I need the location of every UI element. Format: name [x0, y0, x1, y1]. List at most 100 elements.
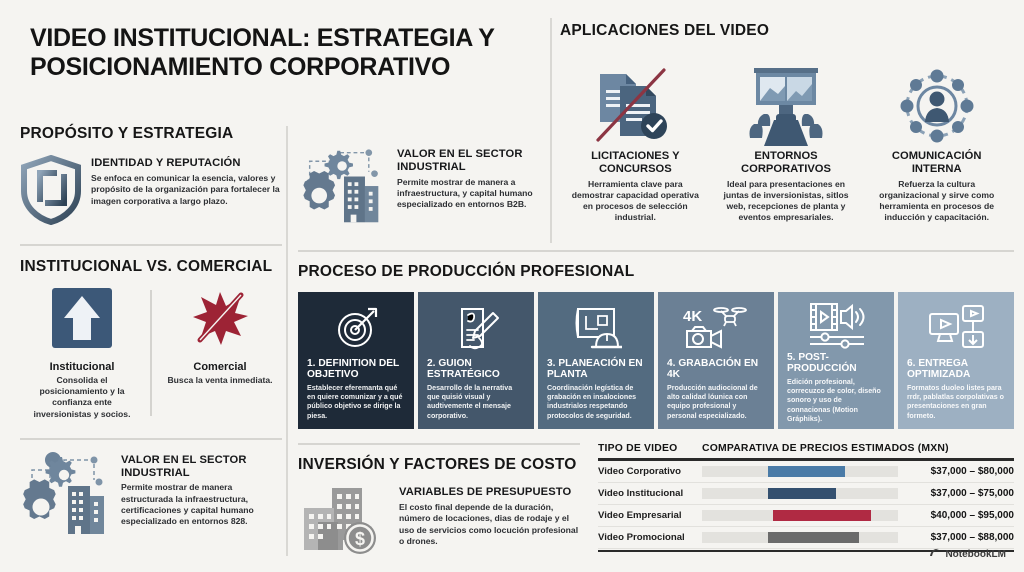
table-row: Video Promocional $37,000 – $88,000	[598, 527, 1014, 549]
table-cell-video-type: Video Empresarial	[598, 509, 682, 521]
bar-fill	[767, 531, 859, 543]
valor-top-title: VALOR EN EL SECTOR INDUSTRIAL	[397, 148, 523, 173]
section-title-investment: INVERSIÓN Y FACTORES DE COSTO	[298, 456, 577, 473]
screens-download-icon	[907, 301, 1006, 355]
process-card-title: 4. GRABACIÓN EN 4K	[667, 358, 759, 381]
comparison-block: Institucional Consolida el posicionamien…	[20, 286, 282, 420]
divider	[20, 244, 282, 246]
application-body: Refuerza la cultura organizacional y sir…	[879, 178, 995, 223]
target-arrow-icon	[307, 301, 406, 355]
valor-bottom-item: VALOR EN EL SECTOR INDUSTRIAL Permite mo…	[20, 451, 282, 543]
applications-section: APLICACIONES DEL VIDEO	[560, 22, 1012, 223]
divider	[298, 443, 580, 445]
notebooklm-icon	[928, 546, 941, 562]
investment-section: INVERSIÓN Y FACTORES DE COSTO	[298, 443, 580, 567]
process-card-body: Producción audiocional de alto calidad l…	[667, 383, 758, 420]
comparison-comercial: Comercial Busca la venta inmediata.	[158, 286, 282, 420]
table-col-header-type: TIPO DE VIDEO	[598, 443, 678, 454]
comparison-institucional-name: Institucional	[49, 361, 115, 373]
price-comparison-table: TIPO DE VIDEO COMPARATIVA DE PRECIOS EST…	[598, 443, 1014, 552]
section-title-process: PROCESO DE PRODUCCIÓN PROFESIONAL	[298, 263, 635, 280]
process-section: PROCESO DE PRODUCCIÓN PROFESIONAL 1. DEF…	[298, 250, 1014, 429]
comparison-divider	[150, 290, 152, 416]
table-cell-price-range: $37,000 – $80,000	[930, 465, 1014, 477]
table-row: Video Corporativo $37,000 – $80,000	[598, 461, 1014, 483]
explosion-slash-icon	[188, 292, 252, 354]
section-title-purpose: PROPÓSITO Y ESTRATEGIA	[20, 125, 234, 142]
process-card-5[interactable]: 5. POST-PRODUCCIÓN Edición profesional, …	[778, 292, 894, 429]
page-title: VIDEO INSTITUCIONAL: ESTRATEGIA Y POSICI…	[30, 24, 530, 81]
process-card-6[interactable]: 6. ENTREGA OPTIMIZADA Formatos duoleo li…	[898, 292, 1014, 429]
application-card-licitaciones: LICITACIONES Y CONCURSOS Herramienta cla…	[560, 62, 711, 223]
main-title-text: VIDEO INSTITUCIONAL: ESTRATEGIA Y POSICI…	[30, 24, 495, 81]
watermark: NotebookLM	[928, 546, 1006, 562]
shield-icon	[20, 154, 82, 230]
price-range-bar	[702, 465, 898, 477]
documents-check-slash-icon	[566, 62, 705, 150]
table-row: Video Institucional $37,000 – $75,000	[598, 483, 1014, 505]
process-card-title: 6. ENTREGA OPTIMIZADA	[907, 358, 971, 381]
table-row: Video Empresarial $40,000 – $95,000	[598, 505, 1014, 527]
process-card-title: 1. DEFINITION DEL OBJETIVO	[307, 358, 400, 381]
table-body: Video Corporativo $37,000 – $80,000 Video …	[598, 461, 1014, 549]
watermark-label: NotebookLM	[945, 548, 1006, 560]
application-title: LICITACIONES Y CONCURSOS	[591, 150, 680, 175]
process-card-2[interactable]: 2. GUION ESTRATÉGICO Desarrollo de la ne…	[418, 292, 534, 429]
bar-fill	[767, 487, 836, 499]
table-cell-video-type: Video Institucional	[598, 487, 684, 499]
application-title: COMUNICACIÓN INTERNA	[891, 150, 982, 175]
table-bottom-rule	[598, 549, 1014, 552]
price-range-bar	[702, 487, 898, 499]
process-card-body: Establecer eferemanta qué en quiere comu…	[307, 383, 403, 420]
gears-building-icon	[300, 146, 388, 233]
table-cell-video-type: Video Promocional	[598, 531, 685, 543]
section-title-comparison: INSTITUCIONAL VS. COMERCIAL	[20, 258, 273, 275]
process-card-title: 2. GUION ESTRATÉGICO	[427, 358, 500, 381]
comparison-comercial-body: Busca la venta inmediata.	[167, 375, 273, 385]
comparison-comercial-name: Comercial	[193, 361, 247, 373]
purpose-item: IDENTIDAD Y REPUTACIÓN Se enfoca en comu…	[20, 154, 282, 230]
application-body: Ideal para presentaciones en juntas de i…	[723, 178, 849, 223]
application-card-comunicacion: COMUNICACIÓN INTERNA Refuerza la cultura…	[861, 62, 1012, 223]
valor-top-item: VALOR EN EL SECTOR INDUSTRIAL Permite mo…	[300, 146, 545, 233]
comparison-institucional: Institucional Consolida el posicionamien…	[20, 286, 144, 420]
process-card-3[interactable]: 3. PLANEACIÓN EN PLANTA Coordinación leg…	[538, 292, 654, 429]
process-card-1[interactable]: 1. DEFINITION DEL OBJETIVO Establecer ef…	[298, 292, 414, 429]
table-cell-price-range: $40,000 – $95,000	[930, 509, 1014, 521]
application-card-entornos: ENTORNOS CORPORATIVOS Ideal para present…	[711, 62, 862, 223]
section-title-applications: APLICACIONES DEL VIDEO	[560, 22, 770, 39]
person-network-icon	[867, 62, 1006, 150]
divider	[20, 437, 282, 440]
valor-top-body: Permite mostrar de manera a infraestruct…	[397, 176, 533, 210]
bar-fill	[767, 465, 845, 477]
investment-item-body: El costo final depende de la duración, n…	[399, 501, 579, 546]
process-cards: 1. DEFINITION DEL OBJETIVO Establecer ef…	[298, 292, 1014, 429]
column-divider	[550, 18, 552, 243]
up-arrow-icon	[50, 288, 114, 354]
application-body: Herramienta clave para demostrar capacid…	[571, 178, 699, 223]
table-cell-price-range: $37,000 – $75,000	[930, 487, 1014, 499]
table-top-rule	[598, 458, 1014, 461]
process-card-body: Formatos duoleo listes para rrdr, pablat…	[907, 383, 1004, 420]
buildings-dollar-icon: $	[298, 484, 390, 567]
camera-drone-4k-icon: 4K	[667, 301, 766, 355]
gears-building-icon	[20, 451, 112, 543]
price-range-bar	[702, 531, 898, 543]
process-card-title: 5. POST-PRODUCCIÓN	[787, 352, 857, 375]
table-cell-price-range: $37,000 – $88,000	[930, 531, 1014, 543]
application-title: ENTORNOS CORPORATIVOS	[741, 150, 831, 175]
blueprint-helmet-icon	[547, 301, 646, 355]
bar-fill	[773, 509, 872, 521]
process-card-body: Edición profesional, correcuzco de color…	[787, 377, 881, 423]
script-pen-icon	[427, 301, 526, 355]
svg-text:4K: 4K	[683, 308, 702, 325]
price-range-bar	[702, 509, 898, 521]
table-cell-video-type: Video Corporativo	[598, 465, 681, 477]
purpose-item-title: IDENTIDAD Y REPUTACIÓN	[91, 157, 241, 169]
process-card-4[interactable]: 4K	[658, 292, 774, 429]
investment-item-title: VARIABLES DE PRESUPUESTO	[399, 486, 572, 498]
divider	[298, 250, 1014, 252]
process-card-body: Coordinación legística de grabación en i…	[547, 383, 637, 420]
film-audio-icon	[787, 301, 886, 349]
